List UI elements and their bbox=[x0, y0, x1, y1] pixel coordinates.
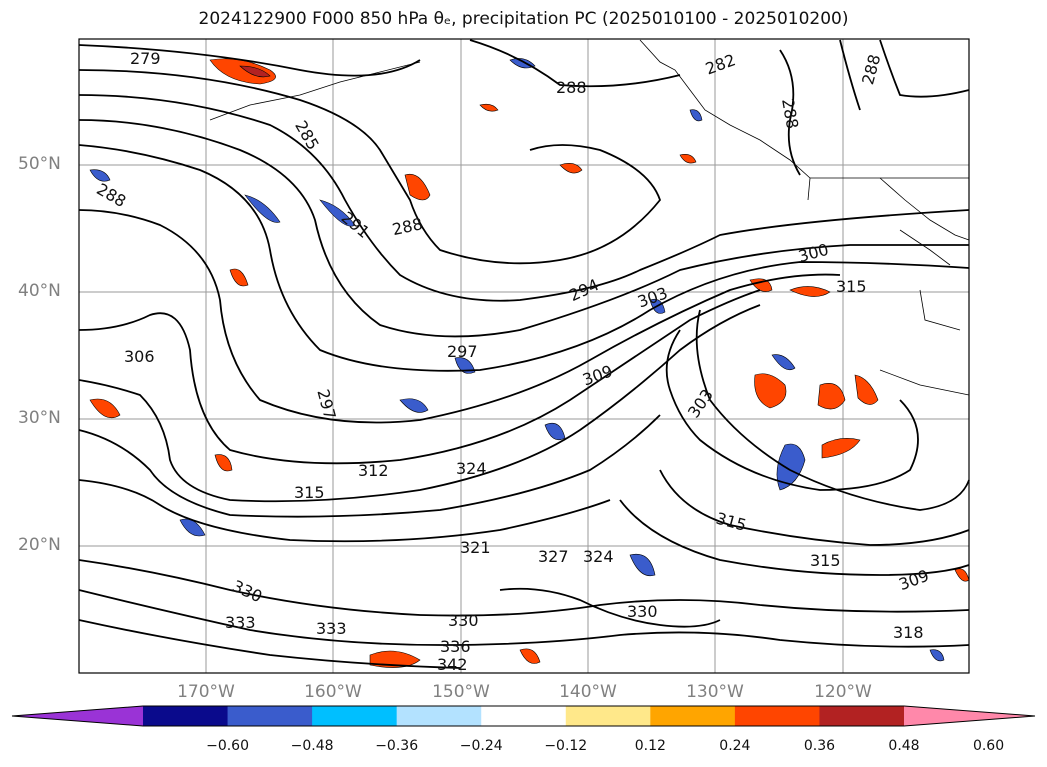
colorbar-segment bbox=[481, 706, 567, 726]
colorbar-tick-label: 0.12 bbox=[634, 738, 666, 754]
colorbar-outline bbox=[11, 705, 1036, 727]
contour-label: 288 bbox=[556, 78, 587, 97]
colorbar-segment bbox=[565, 706, 651, 726]
contour-label: 297 bbox=[447, 342, 478, 361]
colorbar-tick-label: −0.48 bbox=[290, 738, 334, 754]
lat-label: 40°N bbox=[18, 281, 61, 301]
contour-label: 312 bbox=[358, 461, 389, 480]
contour-label: 315 bbox=[836, 277, 867, 296]
contour-label: 306 bbox=[124, 347, 155, 366]
colorbar bbox=[11, 705, 1036, 727]
contour-label: 342 bbox=[437, 655, 468, 674]
coastline bbox=[209, 39, 970, 396]
contour-label: 279 bbox=[130, 49, 161, 68]
contour-label: 327 bbox=[538, 547, 569, 566]
map-frame bbox=[78, 38, 970, 674]
colorbar-tick-label: −0.24 bbox=[459, 738, 503, 754]
lon-label: 150°W bbox=[432, 682, 490, 702]
lon-label: 170°W bbox=[177, 682, 235, 702]
colorbar-segment bbox=[734, 706, 820, 726]
contour-label: 315 bbox=[810, 551, 841, 570]
colorbar-tick-label: −0.60 bbox=[206, 738, 249, 754]
colorbar-tick-label: 0.36 bbox=[803, 738, 836, 754]
contour-label: 315 bbox=[294, 483, 325, 502]
contour-label: 330 bbox=[448, 611, 479, 630]
contour-label: 321 bbox=[460, 538, 491, 557]
lon-label: 130°W bbox=[686, 682, 744, 702]
colorbar-extend-high bbox=[904, 706, 1035, 726]
lon-label: 140°W bbox=[559, 682, 617, 702]
graticule bbox=[79, 39, 969, 673]
contour-label: 318 bbox=[893, 623, 924, 642]
lon-label: 160°W bbox=[304, 682, 362, 702]
colorbar-segment bbox=[396, 706, 482, 726]
colorbar-segment bbox=[819, 706, 905, 726]
map-background bbox=[79, 39, 969, 673]
colorbar-tick-label: −0.12 bbox=[544, 738, 588, 754]
colorbar-segment bbox=[312, 706, 398, 726]
lon-label: 120°W bbox=[814, 682, 872, 702]
colorbar-segment bbox=[143, 706, 229, 726]
contour-label: 324 bbox=[456, 459, 487, 478]
colorbar-extend-low bbox=[12, 706, 143, 726]
colorbar-tick-label: −0.36 bbox=[375, 738, 419, 754]
theta-e-contours bbox=[78, 39, 970, 669]
lat-label: 20°N bbox=[18, 535, 61, 555]
lat-label: 50°N bbox=[18, 154, 61, 174]
map-title: 2024122900 F000 850 hPa θₑ, precipitatio… bbox=[198, 9, 849, 29]
contour-label: 330 bbox=[627, 602, 658, 621]
colorbar-tick-label: 0.48 bbox=[888, 738, 920, 754]
colorbar-tick-label: 0.60 bbox=[972, 738, 1005, 754]
contour-label: 333 bbox=[225, 613, 256, 632]
lat-label: 30°N bbox=[18, 408, 61, 428]
contour-label: 336 bbox=[440, 637, 471, 656]
colorbar-segment bbox=[650, 706, 736, 726]
colorbar-tick-label: 0.24 bbox=[719, 738, 751, 754]
colorbar-segment bbox=[227, 706, 313, 726]
contour-label: 324 bbox=[583, 547, 614, 566]
contour-label: 333 bbox=[316, 619, 347, 638]
